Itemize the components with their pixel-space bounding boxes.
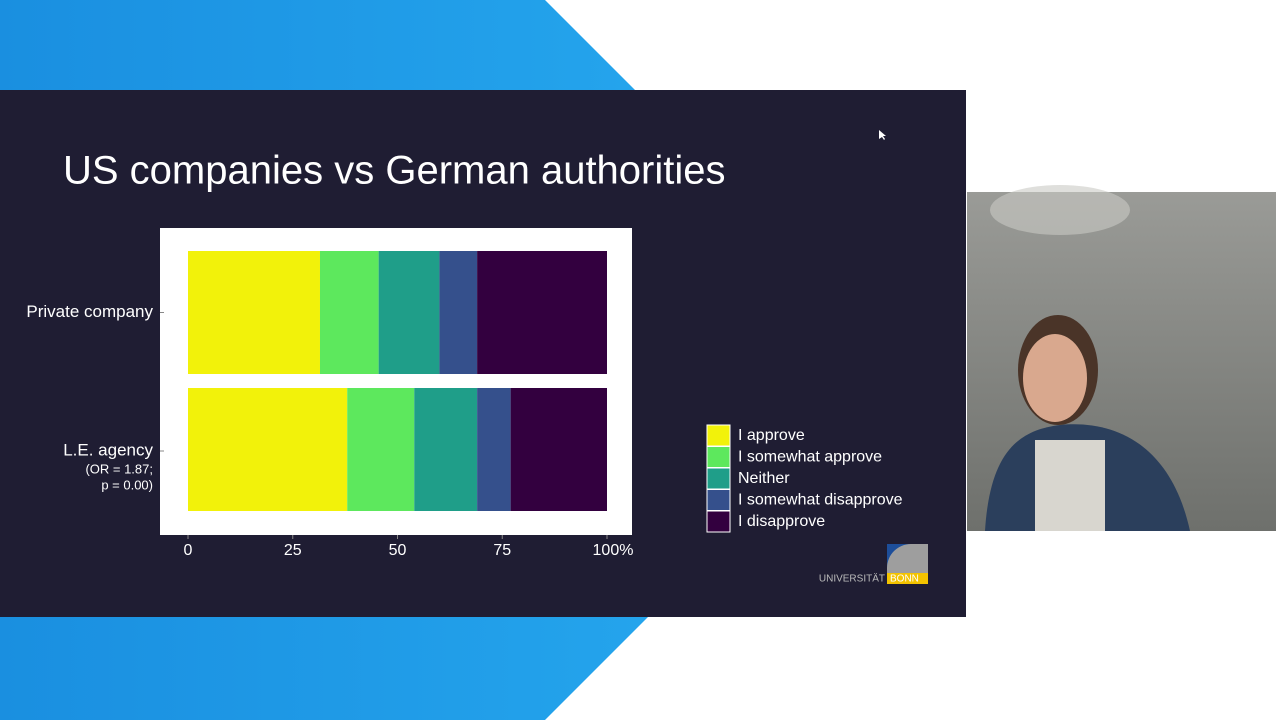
logo-mark bbox=[887, 544, 911, 568]
logo-text: UNIVERSITÄT bbox=[819, 573, 885, 585]
x-tick-label: 25 bbox=[284, 542, 302, 559]
legend-swatch bbox=[706, 467, 731, 490]
legend-swatch bbox=[706, 446, 731, 468]
logo-bar bbox=[887, 573, 928, 584]
annotation: (OR = 1.87; bbox=[85, 461, 153, 476]
y-tick-label: Private company bbox=[26, 302, 153, 321]
legend-label: I approve bbox=[738, 427, 805, 444]
bar-segment bbox=[347, 388, 415, 511]
x-tick-label: 75 bbox=[493, 542, 511, 559]
light bbox=[990, 185, 1130, 235]
x-tick-label: 100% bbox=[593, 542, 634, 559]
person-face bbox=[1023, 334, 1087, 422]
legend-label: I somewhat disapprove bbox=[738, 492, 903, 509]
logo-text: BONN bbox=[890, 574, 919, 585]
annotation: p = 0.00) bbox=[101, 477, 153, 492]
legend-swatch bbox=[706, 510, 731, 533]
legend-swatch bbox=[706, 424, 731, 447]
legend-swatch bbox=[706, 489, 731, 511]
bar-segment bbox=[439, 251, 478, 374]
bar-segment bbox=[378, 251, 440, 374]
slide-title: US companies vs German authorities bbox=[63, 149, 726, 193]
background-shape bbox=[0, 0, 635, 90]
y-tick-label: L.E. agency bbox=[63, 440, 153, 459]
logo: UNIVERSITÄT BONN bbox=[819, 544, 928, 585]
cursor bbox=[879, 130, 886, 140]
chart: 0 25 50 75 100% Private company L.E. agency (OR… bbox=[26, 251, 903, 559]
person-shirt bbox=[1035, 440, 1105, 531]
x-tick-label: 50 bbox=[389, 542, 407, 559]
legend-label: Neither bbox=[738, 470, 790, 487]
background-shape bbox=[0, 617, 648, 720]
legend-label: I disapprove bbox=[738, 513, 825, 530]
bar-segment bbox=[319, 251, 379, 374]
bar-segment bbox=[188, 251, 320, 374]
bar-segment bbox=[414, 388, 478, 511]
legend-label: I somewhat approve bbox=[738, 449, 882, 466]
bar-segment bbox=[477, 388, 511, 511]
bar-segment bbox=[188, 388, 348, 511]
webcam bbox=[967, 185, 1276, 531]
bar-segment bbox=[510, 388, 607, 511]
bar-segment bbox=[477, 251, 607, 374]
x-tick-label: 0 bbox=[184, 542, 193, 559]
